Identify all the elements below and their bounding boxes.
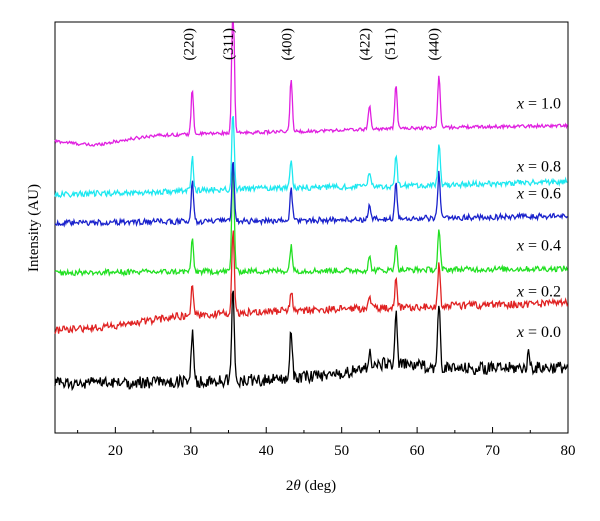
series-label-var: x — [516, 284, 524, 301]
plot-frame — [54, 21, 569, 434]
peak-labels: (220) (311) (400) (422) (511) (440) — [182, 28, 443, 61]
peak-label: (400) — [280, 28, 296, 61]
series-labels: x = 1.0x = 0.8x = 0.6x = 0.4x = 0.2x = 0… — [516, 95, 561, 340]
x-tick-label: 70 — [485, 443, 500, 459]
peak-label: (422) — [357, 28, 373, 61]
y-axis-title: Intensity (AU) — [26, 184, 42, 272]
series-label-value: = 0.4 — [524, 238, 561, 255]
series-line-08 — [54, 115, 568, 199]
series-label-var: x — [516, 95, 524, 112]
series-line-00 — [54, 290, 569, 392]
series-line-04 — [54, 165, 569, 278]
series-label-var: x — [516, 186, 524, 203]
series-label-value: = 0.6 — [524, 186, 561, 203]
series-label-value: = 1.0 — [524, 95, 561, 112]
series-layer — [54, 22, 569, 392]
peak-label: (440) — [427, 28, 443, 61]
x-tick-label: 30 — [183, 443, 198, 459]
series-label-value: = 0.8 — [524, 159, 561, 176]
series-label: x = 0.0 — [516, 324, 561, 341]
x-tick-label: 80 — [561, 443, 576, 459]
x-tick-label: 50 — [334, 443, 349, 459]
series-line-06 — [54, 161, 568, 228]
x-tick-label: 20 — [108, 443, 123, 459]
series-label-var: x — [516, 324, 524, 341]
series-label-var: x — [516, 159, 524, 176]
x-axis-title: 2θ (deg) — [286, 478, 336, 494]
series-label: x = 0.4 — [516, 238, 561, 255]
series-label-var: x — [516, 238, 524, 255]
peak-label: (511) — [383, 28, 399, 60]
x-tick-label: 60 — [410, 443, 425, 459]
series-label: x = 0.6 — [516, 186, 561, 203]
series-label-value: = 0.2 — [524, 284, 561, 301]
peak-label: (220) — [182, 28, 198, 61]
series-label: x = 1.0 — [516, 95, 561, 112]
series-line-02 — [54, 230, 569, 334]
series-label-value: = 0.0 — [524, 324, 561, 341]
peak-label: (311) — [221, 28, 237, 60]
series-line-10 — [54, 22, 569, 147]
series-label: x = 0.8 — [516, 159, 561, 176]
x-tick-label: 40 — [259, 443, 274, 459]
x-axis: 20 30 40 50 60 70 80 — [77, 427, 576, 459]
series-label: x = 0.2 — [516, 284, 561, 301]
